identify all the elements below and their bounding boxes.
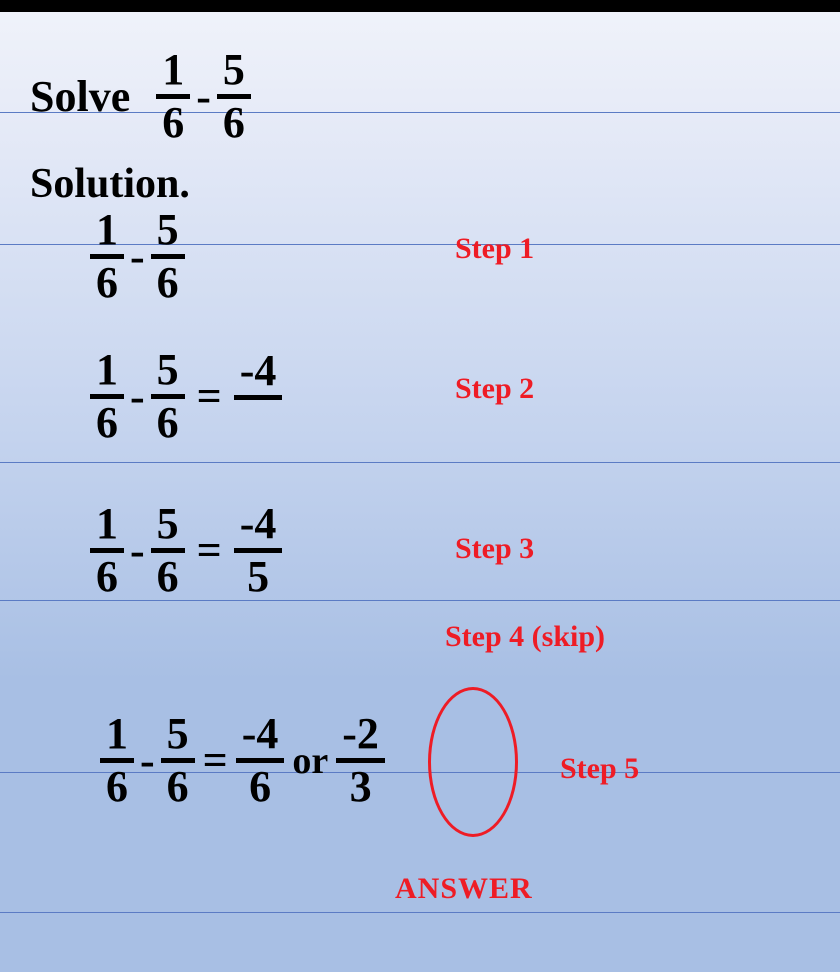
frac: 1 6 [90,348,124,445]
frac-den: 6 [90,553,124,599]
frac: -4 5 [234,502,283,599]
op-equals: = [185,525,234,576]
frac-den: 6 [151,553,185,599]
frac-num: 5 [161,712,195,758]
step-3-label: Step 3 [455,532,534,566]
op-minus: - [190,71,217,122]
frac-num: 5 [151,502,185,548]
problem-prompt: Solve 1 6 - 5 6 [30,48,251,145]
frac-den-empty [252,400,264,444]
frac: 1 6 [90,502,124,599]
ruled-line [0,462,840,463]
frac-den: 5 [241,553,275,599]
op-minus: - [124,371,151,422]
frac-answer: -2 3 [336,712,385,809]
frac: 5 6 [151,208,185,305]
op-or: or [284,739,336,783]
frac: 1 6 [90,208,124,305]
frac-num: 5 [151,348,185,394]
frac-num: 5 [217,48,251,94]
op-minus: - [124,231,151,282]
frac-den: 6 [90,399,124,445]
frac: -4 6 [236,712,285,809]
frac: 1 6 [100,712,134,809]
op-minus: - [124,525,151,576]
problem-frac-rhs: 5 6 [217,48,251,145]
frac: 5 6 [151,348,185,445]
frac-num: -4 [236,712,285,758]
frac-num: 5 [151,208,185,254]
step-1-expr: 1 6 - 5 6 [90,208,185,305]
frac-num: 1 [90,208,124,254]
op-equals: = [185,371,234,422]
solution-label: Solution. [30,160,190,208]
answer-circle [428,687,518,837]
frac-den: 3 [344,763,378,809]
frac-partial: -4 [234,349,283,444]
step-2-label: Step 2 [455,372,534,406]
step-5-label: Step 5 [560,752,639,786]
step-3-expr: 1 6 - 5 6 = -4 5 [90,502,282,599]
frac-num: 1 [156,48,190,94]
frac-num: 1 [90,348,124,394]
ruled-line [0,600,840,601]
frac: 5 6 [151,502,185,599]
op-equals: = [195,735,236,786]
problem-frac-lhs: 1 6 [156,48,190,145]
frac-den: 6 [100,763,134,809]
frac-den: 6 [151,399,185,445]
answer-label: ANSWER [395,872,533,906]
frac-num: -4 [234,502,283,548]
frac-num: 1 [100,712,134,758]
frac-den: 6 [156,99,190,145]
frac-den: 6 [217,99,251,145]
step-4-label: Step 4 (skip) [445,620,605,654]
step-1-label: Step 1 [455,232,534,266]
frac-num: -4 [234,349,283,395]
prompt-label: Solve [30,71,130,122]
frac-den: 6 [243,763,277,809]
frac-num: 1 [90,502,124,548]
frac-den: 6 [151,259,185,305]
frac-den: 6 [90,259,124,305]
op-minus: - [134,735,161,786]
step-5-expr: 1 6 - 5 6 = -4 6 or -2 3 [100,712,385,809]
ruled-line [0,912,840,913]
step-2-expr: 1 6 - 5 6 = -4 [90,348,282,445]
frac-num: -2 [336,712,385,758]
frac: 5 6 [161,712,195,809]
frac-den: 6 [161,763,195,809]
